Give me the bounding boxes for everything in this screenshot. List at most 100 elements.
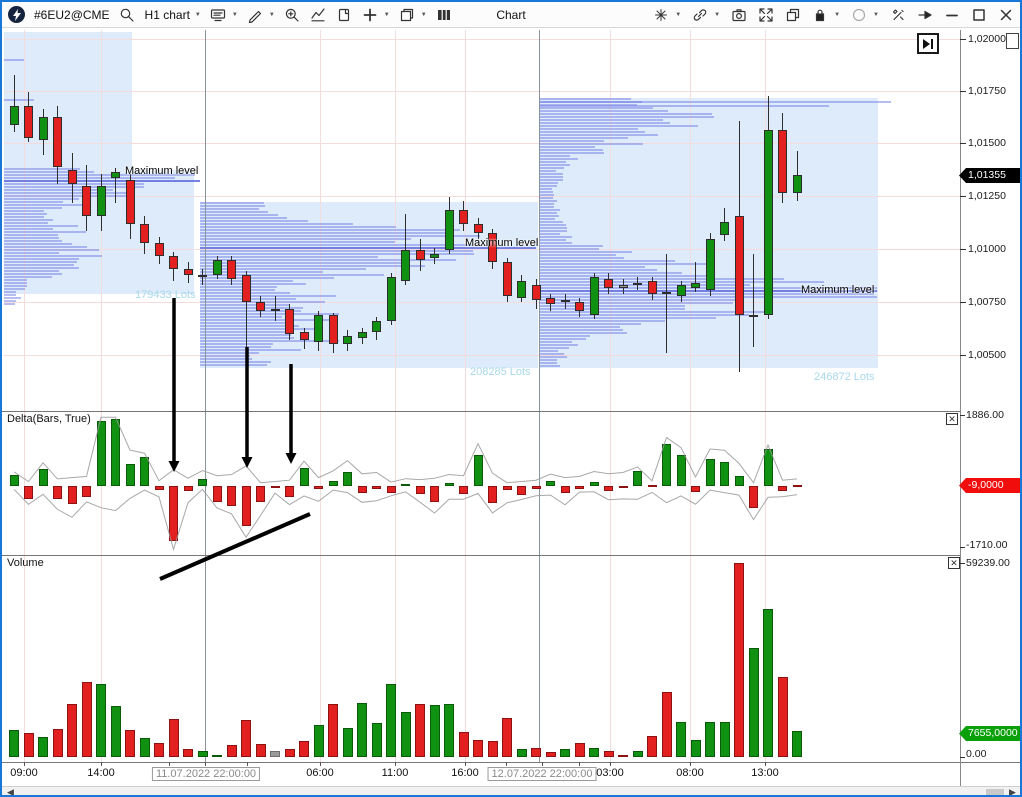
delta-bar	[372, 486, 381, 490]
delta-bar	[270, 486, 280, 489]
templates-icon[interactable]	[210, 6, 227, 23]
profile-row	[539, 290, 877, 292]
v-gridline	[610, 30, 611, 762]
profile-row	[539, 152, 605, 154]
profile-row	[200, 352, 259, 354]
profile-row	[200, 217, 287, 219]
session-divider-line	[205, 30, 206, 762]
volume-bar	[386, 683, 396, 757]
candle-body	[96, 186, 106, 216]
profile-row	[539, 359, 558, 361]
indicator-icon[interactable]	[310, 6, 327, 23]
profile-row	[539, 335, 590, 337]
candle-body	[401, 249, 410, 282]
timeframe-caret-icon[interactable]: ▼	[194, 11, 201, 18]
volume-bar	[52, 729, 63, 757]
lock-caret-icon[interactable]: ▼	[834, 11, 841, 18]
price-axis-tick	[960, 39, 966, 40]
snap-tools-caret-icon[interactable]: ▼	[675, 11, 682, 18]
candle-body	[328, 314, 338, 345]
price-axis-tick	[960, 143, 966, 144]
horizontal-scrollbar[interactable]	[2, 786, 1020, 795]
time-axis-tick	[395, 762, 396, 766]
profile-row	[200, 241, 396, 243]
candle-wick	[274, 296, 276, 322]
time-axis-tick	[690, 762, 691, 766]
scroll-right-icon[interactable]: ▶	[1009, 787, 1016, 797]
zoom-in-icon[interactable]	[284, 6, 301, 23]
lock-icon[interactable]	[811, 6, 828, 23]
current-price-badge: 1,01355	[959, 168, 1020, 183]
copy-icon[interactable]	[784, 6, 801, 23]
delta-panel-close-icon[interactable]: ✕	[946, 413, 958, 425]
v-gridline	[320, 30, 321, 762]
add-caret-icon[interactable]: ▼	[383, 11, 390, 18]
delta-bar	[531, 486, 541, 490]
drawing-icon[interactable]	[247, 6, 264, 23]
profile-row	[539, 206, 554, 208]
profile-row	[539, 119, 663, 121]
profile-row	[539, 326, 621, 328]
profile-row	[539, 305, 685, 307]
delta-axis-max: 1886.00	[966, 409, 1004, 421]
settings-icon[interactable]	[889, 6, 906, 23]
profile-row	[539, 353, 565, 355]
profile-row	[200, 262, 408, 264]
candle-body	[24, 106, 33, 138]
delta-bar	[38, 468, 48, 486]
volume-bar	[792, 731, 802, 757]
price-axis-label: 1,01000	[968, 243, 1006, 255]
fullscreen-icon[interactable]	[757, 6, 774, 23]
window-layout-icon[interactable]	[399, 6, 416, 23]
drawing-caret-icon[interactable]: ▼	[268, 11, 275, 18]
volume-bar	[284, 749, 295, 757]
app-logo-icon[interactable]	[8, 6, 25, 23]
profile-row	[200, 220, 308, 222]
profile-row	[539, 266, 646, 268]
annotation-trend-line[interactable]	[159, 512, 311, 581]
profile-row	[4, 249, 100, 251]
add-icon[interactable]	[362, 6, 379, 23]
profile-row	[539, 248, 600, 250]
profile-row	[4, 279, 27, 281]
profile-row	[200, 304, 289, 306]
maximum-level-label: Maximum level	[125, 165, 199, 177]
profile-row	[539, 311, 764, 313]
profile-row	[4, 174, 195, 176]
templates-caret-icon[interactable]: ▼	[231, 11, 238, 18]
flip-chart-icon[interactable]	[336, 6, 353, 23]
profile-row	[200, 313, 339, 315]
candle-body	[676, 285, 686, 296]
window-layout-caret-icon[interactable]: ▼	[420, 11, 427, 18]
symbol-label[interactable]: #6EU2@CME	[34, 7, 110, 22]
volume-bar	[197, 750, 208, 757]
delta-bar	[604, 486, 613, 492]
axis-settings-icon[interactable]	[1006, 33, 1019, 49]
link-icon[interactable]	[691, 6, 708, 23]
timeframe-selector[interactable]: H1 chart	[144, 7, 190, 22]
screenshot-icon[interactable]	[730, 6, 747, 23]
maximize-icon[interactable]	[970, 6, 987, 23]
snap-tools-icon[interactable]	[652, 6, 669, 23]
marker-icon[interactable]	[850, 6, 867, 23]
minimize-icon[interactable]	[943, 6, 960, 23]
profile-row	[539, 98, 632, 100]
go-to-latest-button[interactable]	[917, 33, 939, 54]
close-icon[interactable]	[997, 6, 1014, 23]
pin-icon[interactable]	[916, 6, 933, 23]
link-caret-icon[interactable]: ▼	[714, 11, 721, 18]
candle-body	[169, 255, 178, 269]
scrollbar-thumb[interactable]	[986, 789, 1004, 795]
scroll-left-icon[interactable]: ◀	[7, 787, 14, 797]
profile-row	[539, 212, 557, 214]
volume-panel-close-icon[interactable]: ✕	[948, 557, 960, 569]
time-axis-tick	[506, 762, 507, 766]
delta-bar	[560, 486, 570, 494]
delta-envelope-line	[13, 488, 798, 552]
columns-icon[interactable]	[436, 6, 453, 23]
marker-caret-icon[interactable]: ▼	[873, 11, 879, 18]
h-gridline	[4, 196, 960, 197]
search-icon[interactable]	[119, 6, 136, 23]
profile-row	[539, 161, 567, 163]
